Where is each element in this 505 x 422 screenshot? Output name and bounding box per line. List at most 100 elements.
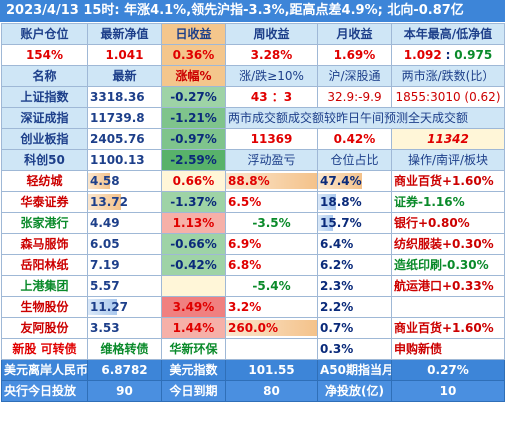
header-limit-moves: 涨/跌≥10% xyxy=(225,65,318,87)
limit-moves-value: 43 ：3 xyxy=(225,86,318,108)
stock-change: 1.44% xyxy=(161,317,226,339)
stock-change: 0.66% xyxy=(161,170,226,192)
stock-change: 1.13% xyxy=(161,212,226,234)
index-row[interactable]: 深证成指 11739.8 -1.21% 两市成交额成交额较昨日午间预测全天成交额 xyxy=(1,107,505,129)
stock-name: 森马服饰 xyxy=(1,233,88,255)
index-change: -1.21% xyxy=(161,107,226,129)
turnover-change-value: 0.42% xyxy=(317,128,392,150)
stock-row[interactable]: 友阿股份 3.53 1.44% 260.0% 0.7% 商业百货+1.60% xyxy=(1,317,505,339)
stock-row[interactable]: 张家港行 4.49 1.13% -3.5% 15.7% 银行+0.80% xyxy=(1,212,505,234)
stock-row[interactable]: 上港集团 5.57 -5.4% 2.3% 航运港口+0.33% xyxy=(1,275,505,297)
stock-price: 11.27 xyxy=(87,296,162,318)
stock-change: -1.37% xyxy=(161,191,226,213)
index-name: 深证成指 xyxy=(1,107,88,129)
account-values-row: 154% 1.041 0.36% 3.28% 1.69% 1.092 : 0.9… xyxy=(1,44,505,66)
stock-sector: 造纸印刷-0.30% xyxy=(391,254,505,276)
index-name: 科创50 xyxy=(1,149,88,171)
maturity-value: 80 xyxy=(225,380,318,402)
fx-row: 美元离岸人民币 6.8782 美元指数 101.55 A50期指当月 0.27% xyxy=(1,359,505,381)
index-name: 上证指数 xyxy=(1,86,88,108)
week-return-value: 3.28% xyxy=(225,44,318,66)
index-price: 11739.8 xyxy=(87,107,162,129)
ipo-bond-2[interactable]: 华新环保 xyxy=(161,338,226,360)
stock-sector: 纺织服装+0.30% xyxy=(391,233,505,255)
header-position: 账户仓位 xyxy=(1,23,88,45)
stock-sector xyxy=(391,296,505,318)
stock-pnl: -5.4% xyxy=(225,275,318,297)
position-value: 154% xyxy=(1,44,88,66)
stock-row[interactable]: 轻纺城 4.58 0.66% 88.8% 47.4% 商业百货+1.60% xyxy=(1,170,505,192)
header-nav: 最新净值 xyxy=(87,23,162,45)
stock-position-share: 2.2% xyxy=(317,296,392,318)
pboc-row: 央行今日投放 90 今日到期 80 净投放(亿) 10 xyxy=(1,380,505,402)
ipo-row[interactable]: 新股 可转债 维格转债 华新环保 0.3% 申购新债 xyxy=(1,338,505,360)
header-floating-pnl: 浮动盈亏 xyxy=(225,149,318,171)
net-injection-label: 净投放(亿) xyxy=(317,380,392,402)
fx-value: 6.8782 xyxy=(87,359,162,381)
stock-row[interactable]: 生物股份 11.27 3.49% 3.2% 2.2% xyxy=(1,296,505,318)
stock-name: 轻纺城 xyxy=(1,170,88,192)
header-latest: 最新 xyxy=(87,65,162,87)
maturity-label: 今日到期 xyxy=(161,380,226,402)
header-position-share: 仓位占比 xyxy=(317,149,392,171)
ipo-label: 新股 可转债 xyxy=(1,338,88,360)
header-year-range: 本年最高/低净值 xyxy=(391,23,505,45)
index-row[interactable]: 科创50 1100.13 -2.59% 浮动盈亏 仓位占比 操作/南评/板块 xyxy=(1,149,505,171)
index-row[interactable]: 上证指数 3318.36 -0.27% 43 ：3 32.9:-9.9 1855… xyxy=(1,86,505,108)
stock-row[interactable]: 森马服饰 6.05 -0.66% 6.9% 6.4% 纺织服装+0.30% xyxy=(1,233,505,255)
stock-price: 13.72 xyxy=(87,191,162,213)
stock-name: 华泰证券 xyxy=(1,191,88,213)
stock-pnl: 260.0% xyxy=(225,317,318,339)
stock-position-share: 2.3% xyxy=(317,275,392,297)
stock-price: 4.49 xyxy=(87,212,162,234)
stock-change: 3.49% xyxy=(161,296,226,318)
index-row[interactable]: 创业板指 2405.76 -0.97% 11369 0.42% 11342 xyxy=(1,128,505,150)
stock-pnl: -3.5% xyxy=(225,212,318,234)
stock-price: 3.53 xyxy=(87,317,162,339)
header-operation-sector: 操作/南评/板块 xyxy=(391,149,505,171)
header-change: 涨幅% xyxy=(161,65,226,87)
stock-sector: 银行+0.80% xyxy=(391,212,505,234)
turnover-value: 11369 xyxy=(225,128,318,150)
stock-row[interactable]: 华泰证券 13.72 -1.37% 6.5% 18.8% 证券-1.16% xyxy=(1,191,505,213)
header-connect: 沪/深股通 xyxy=(317,65,392,87)
account-header-row: 账户仓位 最新净值 日收益 周收益 月收益 本年最高/低净值 xyxy=(1,23,505,45)
stock-price: 7.19 xyxy=(87,254,162,276)
ipo-position-share: 0.3% xyxy=(317,338,392,360)
a50-value: 0.27% xyxy=(391,359,505,381)
stock-price: 5.57 xyxy=(87,275,162,297)
stock-position-share: 0.7% xyxy=(317,317,392,339)
stock-change xyxy=(161,275,226,297)
stock-name: 岳阳林纸 xyxy=(1,254,88,276)
stock-name: 上港集团 xyxy=(1,275,88,297)
stock-price: 6.05 xyxy=(87,233,162,255)
stock-position-share: 47.4% xyxy=(317,170,392,192)
year-low-value: 0.975 xyxy=(454,47,493,62)
nav-value: 1.041 xyxy=(87,44,162,66)
stock-sector: 航运港口+0.33% xyxy=(391,275,505,297)
turnover-header: 两市成交额成交额较昨日午间预测全天成交额 xyxy=(225,107,505,129)
index-change: -0.97% xyxy=(161,128,226,150)
index-price: 2405.76 xyxy=(87,128,162,150)
ipo-bond-1[interactable]: 维格转债 xyxy=(87,338,162,360)
dxy-value: 101.55 xyxy=(225,359,318,381)
index-price: 3318.36 xyxy=(87,86,162,108)
stock-change: -0.66% xyxy=(161,233,226,255)
index-header-row: 名称 最新 涨幅% 涨/跌≥10% 沪/深股通 两市涨/跌数(比） xyxy=(1,65,505,87)
portfolio-table: 账户仓位 最新净值 日收益 周收益 月收益 本年最高/低净值 154% 1.04… xyxy=(1,23,505,402)
stock-pnl: 6.9% xyxy=(225,233,318,255)
header-advance-decline: 两市涨/跌数(比） xyxy=(391,65,505,87)
stock-name: 生物股份 xyxy=(1,296,88,318)
fx-label: 美元离岸人民币 xyxy=(1,359,88,381)
year-separator: : xyxy=(445,47,451,62)
dxy-label: 美元指数 xyxy=(161,359,226,381)
net-injection-value: 10 xyxy=(391,380,505,402)
stock-pnl: 3.2% xyxy=(225,296,318,318)
stock-position-share: 6.4% xyxy=(317,233,392,255)
header-month-return: 月收益 xyxy=(317,23,392,45)
header-week-return: 周收益 xyxy=(225,23,318,45)
index-change: -0.27% xyxy=(161,86,226,108)
year-high-value: 1.092 xyxy=(403,47,442,62)
stock-row[interactable]: 岳阳林纸 7.19 -0.42% 6.8% 6.2% 造纸印刷-0.30% xyxy=(1,254,505,276)
